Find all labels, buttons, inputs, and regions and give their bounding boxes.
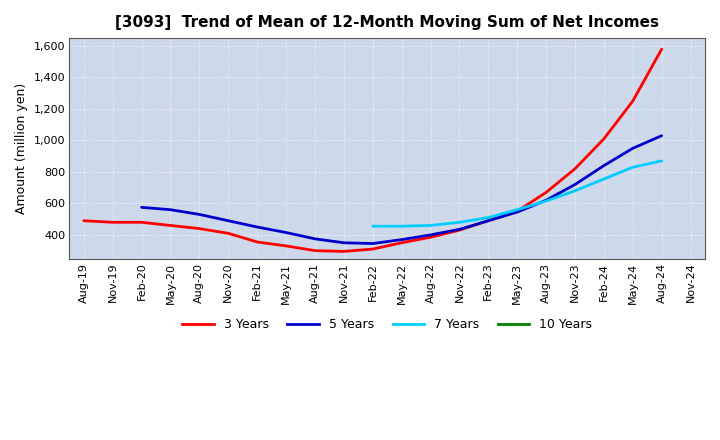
3 Years: [455, 227, 464, 233]
7 Years: [484, 215, 492, 220]
3 Years: [513, 209, 521, 214]
3 Years: [397, 240, 406, 246]
5 Years: [600, 163, 608, 168]
Line: 3 Years: 3 Years: [84, 49, 662, 251]
7 Years: [369, 224, 377, 229]
3 Years: [224, 231, 233, 236]
Title: [3093]  Trend of Mean of 12-Month Moving Sum of Net Incomes: [3093] Trend of Mean of 12-Month Moving …: [115, 15, 660, 30]
7 Years: [455, 220, 464, 225]
Line: 5 Years: 5 Years: [142, 136, 662, 244]
5 Years: [224, 218, 233, 224]
5 Years: [426, 232, 435, 238]
5 Years: [629, 146, 637, 151]
7 Years: [657, 158, 666, 164]
7 Years: [629, 165, 637, 170]
5 Years: [253, 224, 261, 230]
5 Years: [340, 240, 348, 246]
7 Years: [426, 223, 435, 228]
5 Years: [310, 236, 319, 242]
Y-axis label: Amount (million yen): Amount (million yen): [15, 83, 28, 214]
3 Years: [340, 249, 348, 254]
5 Years: [138, 205, 146, 210]
5 Years: [484, 218, 492, 224]
5 Years: [397, 237, 406, 242]
5 Years: [195, 212, 204, 217]
3 Years: [657, 47, 666, 52]
3 Years: [282, 243, 290, 249]
5 Years: [513, 209, 521, 215]
5 Years: [166, 207, 175, 213]
3 Years: [138, 220, 146, 225]
Legend: 3 Years, 5 Years, 7 Years, 10 Years: 3 Years, 5 Years, 7 Years, 10 Years: [177, 313, 597, 336]
3 Years: [166, 223, 175, 228]
3 Years: [253, 239, 261, 245]
3 Years: [541, 190, 550, 195]
7 Years: [513, 207, 521, 213]
5 Years: [282, 230, 290, 235]
3 Years: [109, 220, 117, 225]
3 Years: [195, 226, 204, 231]
3 Years: [571, 166, 580, 172]
5 Years: [657, 133, 666, 138]
Line: 7 Years: 7 Years: [373, 161, 662, 226]
3 Years: [600, 136, 608, 142]
5 Years: [541, 198, 550, 203]
7 Years: [571, 188, 580, 194]
5 Years: [369, 241, 377, 246]
3 Years: [629, 99, 637, 104]
3 Years: [79, 218, 88, 224]
3 Years: [426, 235, 435, 240]
7 Years: [541, 198, 550, 204]
5 Years: [455, 227, 464, 232]
3 Years: [369, 246, 377, 252]
3 Years: [310, 248, 319, 253]
5 Years: [571, 182, 580, 187]
7 Years: [600, 176, 608, 182]
7 Years: [397, 224, 406, 229]
3 Years: [484, 218, 492, 224]
